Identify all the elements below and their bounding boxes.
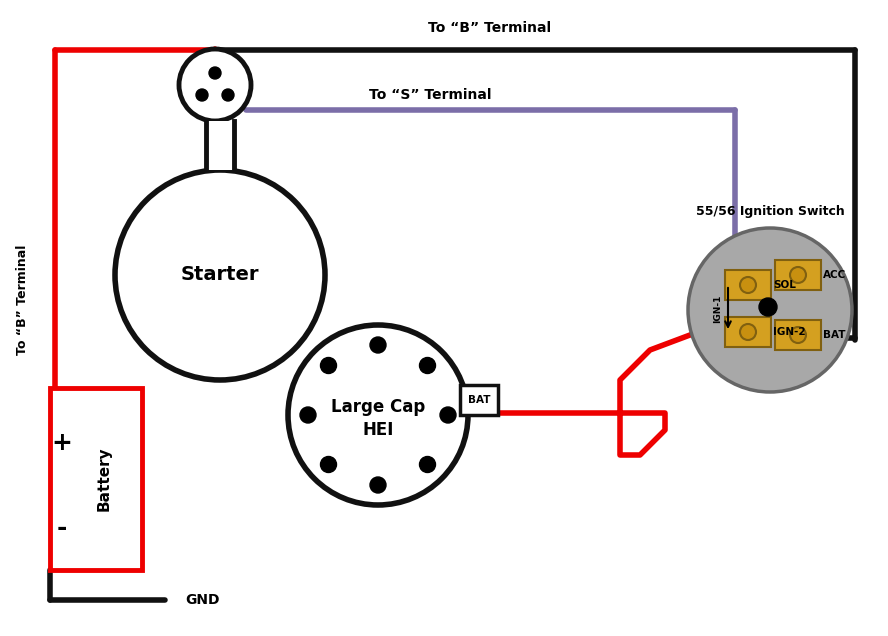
Circle shape <box>209 67 221 79</box>
Circle shape <box>688 228 852 392</box>
FancyBboxPatch shape <box>725 317 771 347</box>
Text: Battery: Battery <box>97 446 112 511</box>
FancyBboxPatch shape <box>206 121 234 170</box>
Circle shape <box>440 407 456 423</box>
Text: Large Cap: Large Cap <box>331 398 425 416</box>
Text: ACC: ACC <box>823 270 846 280</box>
Text: HEI: HEI <box>362 421 393 439</box>
Circle shape <box>740 277 756 293</box>
FancyBboxPatch shape <box>775 260 821 290</box>
Text: SOL: SOL <box>773 280 796 290</box>
Circle shape <box>370 477 386 493</box>
Text: BAT: BAT <box>823 330 845 340</box>
Circle shape <box>196 89 208 101</box>
Circle shape <box>740 324 756 340</box>
Circle shape <box>790 327 806 343</box>
Text: GND: GND <box>185 593 219 607</box>
Circle shape <box>300 407 316 423</box>
FancyBboxPatch shape <box>460 385 498 415</box>
Text: 55/56 Ignition Switch: 55/56 Ignition Switch <box>695 205 844 219</box>
Text: IGN-1: IGN-1 <box>713 294 723 322</box>
Circle shape <box>321 357 337 373</box>
FancyBboxPatch shape <box>775 320 821 350</box>
Circle shape <box>419 457 435 473</box>
Text: IGN-2: IGN-2 <box>773 327 805 337</box>
Circle shape <box>222 89 234 101</box>
Text: To “B” Terminal: To “B” Terminal <box>15 245 28 355</box>
Circle shape <box>759 298 777 316</box>
Text: -: - <box>57 516 67 540</box>
Circle shape <box>321 457 337 473</box>
Circle shape <box>179 49 251 121</box>
FancyBboxPatch shape <box>50 388 142 570</box>
Text: Starter: Starter <box>181 265 259 284</box>
FancyBboxPatch shape <box>725 270 771 300</box>
Circle shape <box>419 357 435 373</box>
Circle shape <box>288 325 468 505</box>
Circle shape <box>115 170 325 380</box>
Text: +: + <box>52 431 73 455</box>
Text: To “S” Terminal: To “S” Terminal <box>369 88 491 102</box>
Circle shape <box>790 267 806 283</box>
Text: BAT: BAT <box>468 395 490 405</box>
Circle shape <box>370 337 386 353</box>
Text: To “B” Terminal: To “B” Terminal <box>428 21 551 35</box>
